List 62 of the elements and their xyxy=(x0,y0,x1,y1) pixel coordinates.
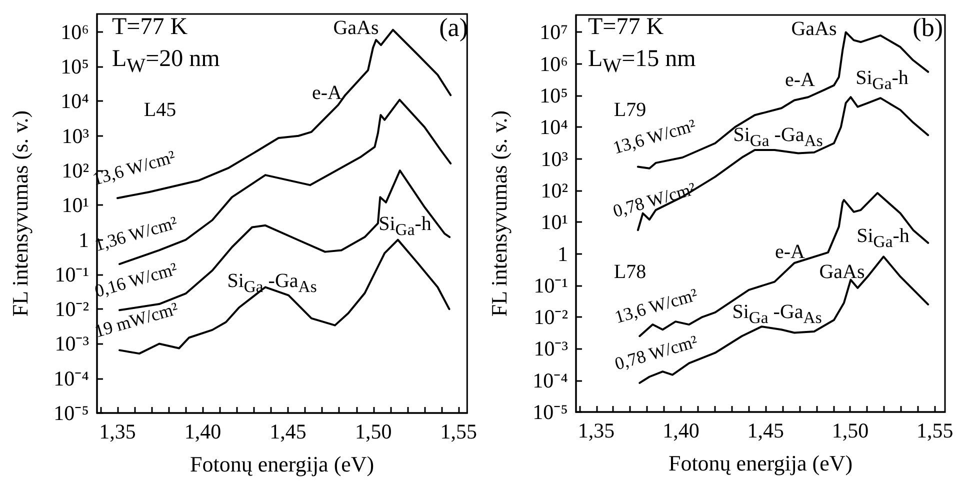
annotation: Si$_{Ga}$-h xyxy=(856,66,908,94)
y-tick-label: 10⁻⁵ xyxy=(532,400,568,424)
y-tick-label: 10⁻³ xyxy=(534,336,568,361)
y-tick-label: 10⁷ xyxy=(540,20,568,44)
x-tick-label: 1,55 xyxy=(916,418,954,442)
x-tick-label: 1,50 xyxy=(832,418,869,442)
y-tick-label: 10¹ xyxy=(540,210,568,234)
x-tick-label: 1,40 xyxy=(184,420,222,444)
annotation: Si$_{Ga}$-h xyxy=(856,224,910,252)
annotation: L$_{W}$=15 nm xyxy=(588,46,696,77)
x-tick-label: 1,45 xyxy=(270,420,306,444)
y-tick-label: 10⁻³ xyxy=(54,332,89,356)
text: 1,36 W/cm² xyxy=(92,212,180,255)
annotation: e-A xyxy=(775,241,805,263)
text: 0,78 W/cm² xyxy=(612,331,700,374)
annotation: GaAs xyxy=(333,17,379,39)
y-tick-label: 10³ xyxy=(540,146,568,171)
y-tick-label: 10⁻¹ xyxy=(54,262,89,286)
y-tick-label: 10⁻⁴ xyxy=(532,368,568,392)
y-tick-label: 10⁶ xyxy=(540,52,568,76)
x-tick-label: 1,40 xyxy=(662,418,700,442)
x-tick-label: 1,55 xyxy=(440,420,477,444)
annotation: Si$_{Ga}$ -Ga$_{As}$ xyxy=(733,124,823,150)
y-axis-title: FL intensyvumas (s. v.) xyxy=(486,110,512,317)
y-tick-label: 10⁴ xyxy=(60,89,89,114)
y-tick-label: 1 xyxy=(78,228,89,252)
annotation: e-A xyxy=(785,69,815,91)
y-tick-label: 10⁻⁴ xyxy=(54,366,89,390)
y-tick-label: 10⁶ xyxy=(60,20,89,44)
annotation: L$_{W}$=20 nm xyxy=(112,46,220,77)
y-tick-label: 10⁻⁵ xyxy=(54,401,89,425)
y-axis-title: FL intensyvumas (s. v.) xyxy=(8,110,32,317)
y-tick-label: 1 xyxy=(558,242,568,266)
annotation: Si$_{Ga}$-h xyxy=(378,212,432,240)
text: 19 mW/cm² xyxy=(92,298,180,342)
x-tick-label: 1,35 xyxy=(578,418,615,442)
x-axis-title: Fotonų energija (eV) xyxy=(668,450,853,476)
annotation: (a) xyxy=(439,13,468,43)
annotation: Si$_{Ga}$ -Ga$_{As}$ xyxy=(732,300,822,328)
y-tick-label: 10¹ xyxy=(62,193,89,218)
y-tick-label: 10³ xyxy=(62,124,89,148)
y-tick-label: 10² xyxy=(62,158,89,183)
y-tick-label: 10⁻¹ xyxy=(534,273,568,298)
annotation: L78 xyxy=(614,261,646,283)
y-tick-label: 10⁴ xyxy=(540,115,568,140)
annotation: GaAs xyxy=(791,18,837,40)
annotation: GaAs xyxy=(819,261,865,283)
annotation: (b) xyxy=(912,13,943,43)
y-tick-label: 10⁵ xyxy=(60,54,89,79)
x-tick-label: 1,45 xyxy=(747,418,784,442)
annotation: T=77 K xyxy=(588,14,664,40)
y-tick-label: 10⁻² xyxy=(534,305,568,330)
y-tick-label: 10⁵ xyxy=(540,84,568,108)
annotation: L45 xyxy=(144,99,176,121)
x-tick-label: 1,50 xyxy=(354,420,392,444)
x-tick-label: 1,35 xyxy=(99,420,136,444)
x-axis-title: Fotonų energija (eV) xyxy=(190,452,374,476)
text: 13,6 W/cm² xyxy=(612,284,700,328)
y-tick-label: 10⁻² xyxy=(54,297,89,322)
y-tick-label: 10² xyxy=(540,178,568,202)
annotation: e-A xyxy=(312,82,342,104)
annotation: T=77 K xyxy=(112,14,188,40)
